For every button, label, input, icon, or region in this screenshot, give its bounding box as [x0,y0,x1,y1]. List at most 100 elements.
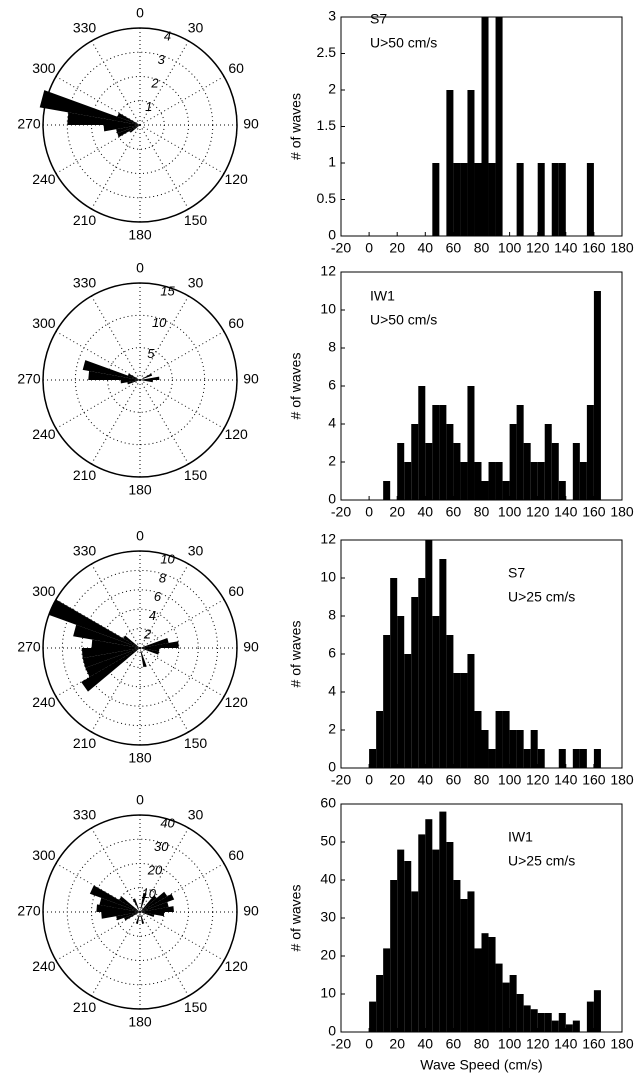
histogram-bar [467,891,475,1032]
histogram-bar [551,1020,559,1032]
x-tick-label: 160 [582,772,606,788]
histogram-bar [460,673,468,768]
spoke [139,911,225,961]
rose-wedge [99,897,140,912]
radial-grid [115,100,165,150]
y-axis-label: # of waves [288,93,304,160]
rose-wedge [117,112,140,125]
angle-label: 270 [17,903,41,919]
radial-tick-label: 3 [158,52,166,67]
histogram-bar [509,975,517,1032]
histogram-bar [432,849,440,1032]
histogram-bar [446,635,454,768]
histogram-bar [558,481,566,500]
spoke [139,379,189,465]
angle-label: 150 [184,212,208,228]
radial-tick-label: 40 [160,816,175,831]
histogram-bar [390,578,398,768]
x-axis-label: Wave Speed (cm/s) [420,1057,542,1073]
x-tick-label: 180 [610,772,634,788]
x-tick-label: 140 [554,240,578,256]
x-tick-label: 160 [582,1036,606,1052]
y-tick-label: 20 [320,947,336,963]
rose-wedge [140,912,145,924]
angle-label: 270 [17,371,41,387]
angle-label: 150 [184,467,208,483]
histogram-bar [404,462,412,500]
x-tick-label: 120 [526,772,550,788]
x-tick-label: 140 [554,504,578,520]
rose-wedge [127,373,140,380]
y-tick-label: 0.5 [317,190,337,206]
radial-tick-label: 2 [143,626,152,641]
x-tick-label: 60 [446,240,462,256]
histogram-bar [418,834,426,1032]
angle-label: 180 [128,482,152,498]
angle-label: 0 [136,5,144,21]
radial-tick-label: 5 [147,346,155,361]
histogram-bar [425,540,433,768]
y-axis-label: # of waves [288,621,304,688]
rose-wedge [140,895,157,912]
angle-label: 300 [32,847,56,863]
annotation: U>25 cm/s [508,589,575,605]
outer-circle [42,282,238,478]
angle-label: 30 [188,543,204,559]
rose-wedge [140,902,169,912]
x-tick-label: 80 [474,240,490,256]
histogram-bar [481,17,489,236]
y-tick-label: 2 [328,721,336,737]
spoke [139,563,189,649]
rose-wedge [81,648,140,692]
angle-label: 150 [184,999,208,1015]
histogram-bar [495,963,503,1032]
y-tick-label: 6 [328,377,336,393]
rose-wedge [81,648,140,659]
y-tick-label: 8 [328,339,336,355]
histogram-bar [537,163,545,236]
y-tick-label: 0 [328,491,336,507]
angle-label: 90 [243,903,259,919]
angle-label: 330 [73,807,97,823]
histogram-bar [369,1001,377,1032]
angle-label: 90 [243,116,259,132]
y-tick-label: 4 [328,415,336,431]
x-tick-label: 20 [389,772,405,788]
spoke [139,124,225,174]
histogram-bar [404,654,412,768]
annotation: U>25 cm/s [508,853,575,869]
histogram-bar [404,861,412,1032]
rose-wedge [101,912,140,919]
spoke [139,379,225,429]
x-tick-label: 80 [474,504,490,520]
x-tick-label: -20 [331,504,351,520]
spoke [91,911,141,997]
angle-label: 150 [184,735,208,751]
annotation: U>50 cm/s [370,312,437,328]
angle-label: 180 [128,1014,152,1030]
histogram-bar [467,386,475,500]
histogram-bar [439,811,447,1032]
y-tick-label: 60 [320,795,336,811]
histogram-bar [432,405,440,500]
spoke [139,295,189,381]
x-tick-label: 20 [389,504,405,520]
histogram-bar [411,424,419,500]
histogram-bar [509,424,517,500]
angle-label: 120 [224,958,248,974]
histogram-bar [474,462,482,500]
angle-label: 270 [17,639,41,655]
y-tick-label: 12 [320,263,336,279]
histogram-bar [446,90,454,236]
spoke [139,331,225,381]
y-tick-label: 4 [328,683,336,699]
histogram-bar [537,1013,545,1032]
histogram-bar [411,597,419,768]
histogram-bar [376,711,384,768]
rose-wedge [89,885,140,912]
histogram-bar [446,424,454,500]
histogram-bar [502,982,510,1032]
y-tick-label: 50 [320,833,336,849]
histogram-bar [432,163,440,236]
